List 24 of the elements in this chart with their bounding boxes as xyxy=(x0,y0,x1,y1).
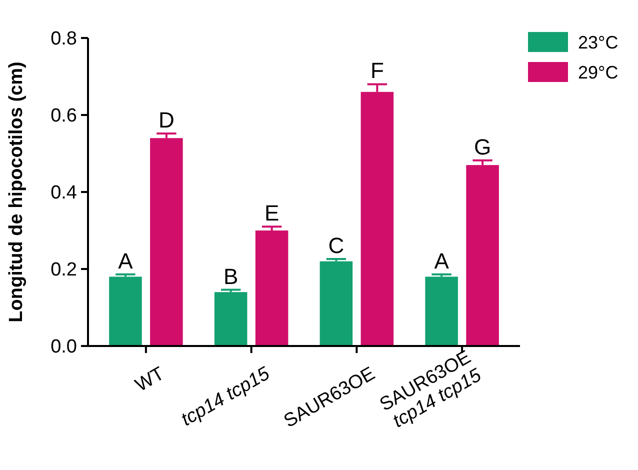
annotation: G xyxy=(474,134,492,160)
y-axis-title: Longitud de hipocotilos (cm) xyxy=(6,62,27,322)
bar xyxy=(255,230,288,346)
y-tick-label: 0.4 xyxy=(50,182,78,204)
annotation: A xyxy=(118,248,134,274)
bar xyxy=(425,276,458,346)
bar xyxy=(109,276,142,346)
y-tick-label: 0.2 xyxy=(50,260,77,281)
legend-label: 29°C xyxy=(578,62,618,82)
bar xyxy=(150,138,183,346)
bar xyxy=(466,165,499,346)
annotation: D xyxy=(158,107,174,132)
legend-label: 23°C xyxy=(578,32,618,52)
bar xyxy=(320,261,353,346)
annotation: F xyxy=(370,58,384,84)
annotation: E xyxy=(264,200,280,226)
annotation: B xyxy=(223,264,238,289)
annotation: C xyxy=(328,232,344,258)
y-tick-label: 0.8 xyxy=(50,28,77,50)
annotation: A xyxy=(434,248,450,274)
y-tick-label: 0.0 xyxy=(50,336,77,358)
y-tick-label: 0.6 xyxy=(50,106,77,127)
x-tick-label: WT xyxy=(132,363,168,396)
bar xyxy=(214,292,248,346)
